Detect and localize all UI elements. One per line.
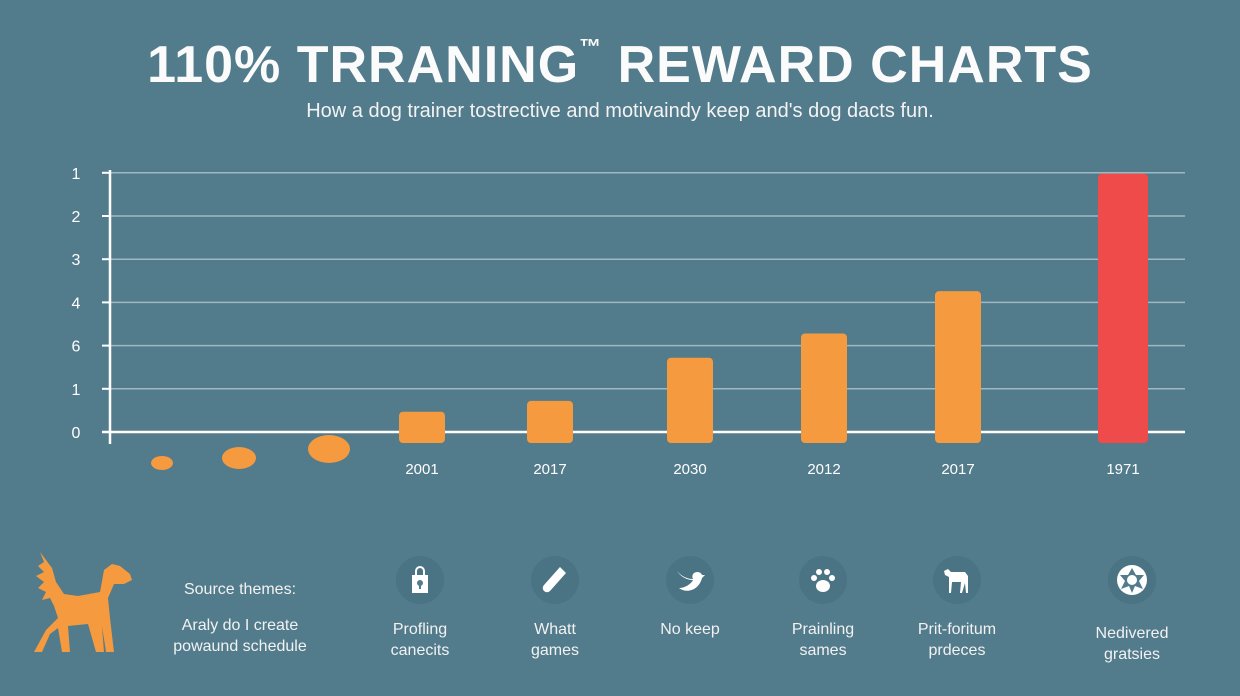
y-tick-label: 6 [72,339,81,356]
source-label: Source themes: [183,581,297,598]
subtitle: How a dog trainer tostrective and motiva… [306,100,934,122]
feature-label-line1: Prit-foritum [917,621,997,638]
y-tick-label: 0 [72,425,81,442]
star-badge-icon [1108,556,1156,604]
title-main: 110% TRRANING [147,36,580,94]
title-rest: REWARD CHARTS [602,36,1093,94]
x-tick-label: 2017 [533,461,566,478]
y-tick-label: 1 [72,382,81,399]
feature-label-line1: Whatt [534,621,576,638]
bar [399,411,445,443]
x-tick-label: 2030 [673,461,706,478]
feature-label-line2: sames [799,642,847,659]
feature-label-line1: Nedivered [1095,625,1169,642]
bar [527,400,573,443]
marker-ellipse-medium [222,447,256,469]
bar [1098,173,1148,443]
y-tick-label: 4 [72,295,81,312]
trademark: ™ [579,34,603,59]
lock-bag-icon [396,556,444,604]
y-tick-label: 3 [72,252,81,269]
feature-label-line2: games [530,642,580,659]
feature-label-line2: prdeces [928,642,986,659]
whistle-icon [531,556,579,604]
x-tick-label: 1971 [1106,461,1139,478]
feature-label-line1: Profling [392,621,448,638]
bar [667,357,713,443]
y-tick-label: 2 [72,209,81,226]
feature-label-line2: gratsies [1103,646,1161,663]
bar [935,291,981,443]
page-title: 110% TRRANING™ REWARD CHARTS [0,34,1240,95]
feature-label-line1: No keep [660,621,720,638]
x-tick-label: 2017 [941,461,974,478]
source-text-1: Araly do I create [181,617,299,634]
bar [801,333,847,443]
feature-label-line2: canecits [390,642,450,659]
dog-icon [933,556,981,604]
dog-silhouette-icon [34,552,132,652]
y-tick-label: 1 [72,166,81,183]
bar-chart: 0 1 6 4 3 2 1 2001 2017 2030 2012 2017 1971 [72,166,1185,478]
bird-icon [666,556,714,604]
feature-label-line1: Prainling [791,621,855,638]
source-text-2: powaund schedule [173,638,307,655]
paw-icon [799,556,847,604]
marker-ellipse-small [151,456,173,470]
x-tick-label: 2012 [807,461,840,478]
marker-ellipse-large [308,435,350,463]
x-tick-label: 2001 [405,461,438,478]
